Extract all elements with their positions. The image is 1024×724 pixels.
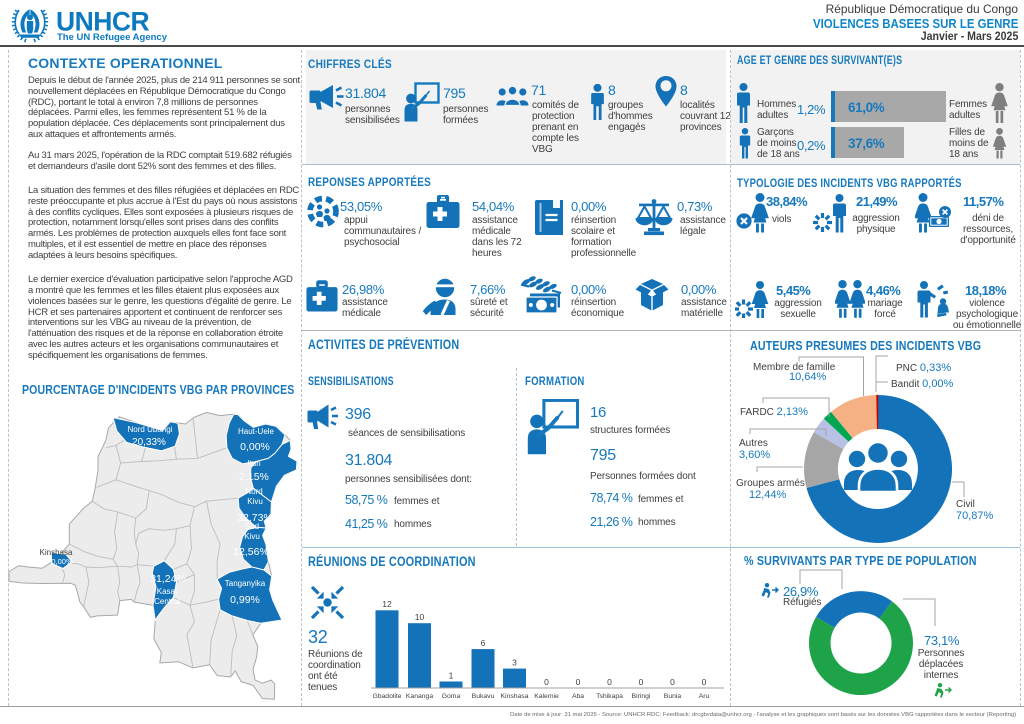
svg-text:Kinshasa: Kinshasa xyxy=(40,548,73,557)
svg-text:10: 10 xyxy=(415,612,425,622)
svg-text:Kivu: Kivu xyxy=(244,532,260,541)
svg-text:0: 0 xyxy=(544,677,549,687)
svg-text:The UN Refugee Agency: The UN Refugee Agency xyxy=(57,32,168,43)
svg-text:Gbadolite: Gbadolite xyxy=(372,693,401,700)
svg-text:Central: Central xyxy=(154,597,180,606)
svg-text:0,00%: 0,00% xyxy=(51,557,73,566)
svg-text:Kasaï: Kasaï xyxy=(157,587,178,596)
svg-text:0: 0 xyxy=(670,677,675,687)
svg-text:0: 0 xyxy=(702,677,707,687)
svg-text:Haut-Uele: Haut-Uele xyxy=(238,427,275,436)
svg-text:Sud: Sud xyxy=(245,522,259,531)
svg-text:6: 6 xyxy=(481,638,486,648)
svg-text:Kinshasa: Kinshasa xyxy=(501,693,529,700)
svg-text:UNHCR: UNHCR xyxy=(56,7,150,37)
svg-text:0: 0 xyxy=(576,677,581,687)
svg-text:Tshikapa: Tshikapa xyxy=(596,693,623,700)
svg-text:0,00%: 0,00% xyxy=(240,441,270,453)
svg-text:0: 0 xyxy=(639,677,644,687)
svg-text:2,15%: 2,15% xyxy=(239,471,269,483)
svg-text:Nord Ubangi: Nord Ubangi xyxy=(128,425,173,434)
svg-text:20,33%: 20,33% xyxy=(132,437,166,448)
svg-text:Nord: Nord xyxy=(245,487,262,496)
svg-text:Bukavu: Bukavu xyxy=(472,693,495,700)
svg-text:Biringi: Biringi xyxy=(632,693,651,700)
svg-text:12: 12 xyxy=(382,599,392,609)
svg-text:0: 0 xyxy=(607,677,612,687)
svg-text:0,99%: 0,99% xyxy=(230,594,260,606)
svg-text:Kalemie: Kalemie xyxy=(534,693,559,700)
svg-text:Tanganyika: Tanganyika xyxy=(225,579,266,588)
svg-text:Kivu: Kivu xyxy=(247,497,263,506)
svg-text:Kananga: Kananga xyxy=(406,693,433,700)
svg-text:32,73%: 32,73% xyxy=(237,512,273,524)
svg-text:Aru: Aru xyxy=(699,693,710,700)
svg-text:Ituri: Ituri xyxy=(247,459,261,468)
svg-text:12,56%: 12,56% xyxy=(233,546,269,558)
svg-text:Bunia: Bunia xyxy=(664,693,682,700)
svg-text:Goma: Goma xyxy=(442,693,461,700)
svg-text:1: 1 xyxy=(449,671,454,681)
svg-text:3: 3 xyxy=(512,658,517,668)
svg-text:31,24%: 31,24% xyxy=(150,573,186,585)
svg-text:Aba: Aba xyxy=(572,693,584,700)
